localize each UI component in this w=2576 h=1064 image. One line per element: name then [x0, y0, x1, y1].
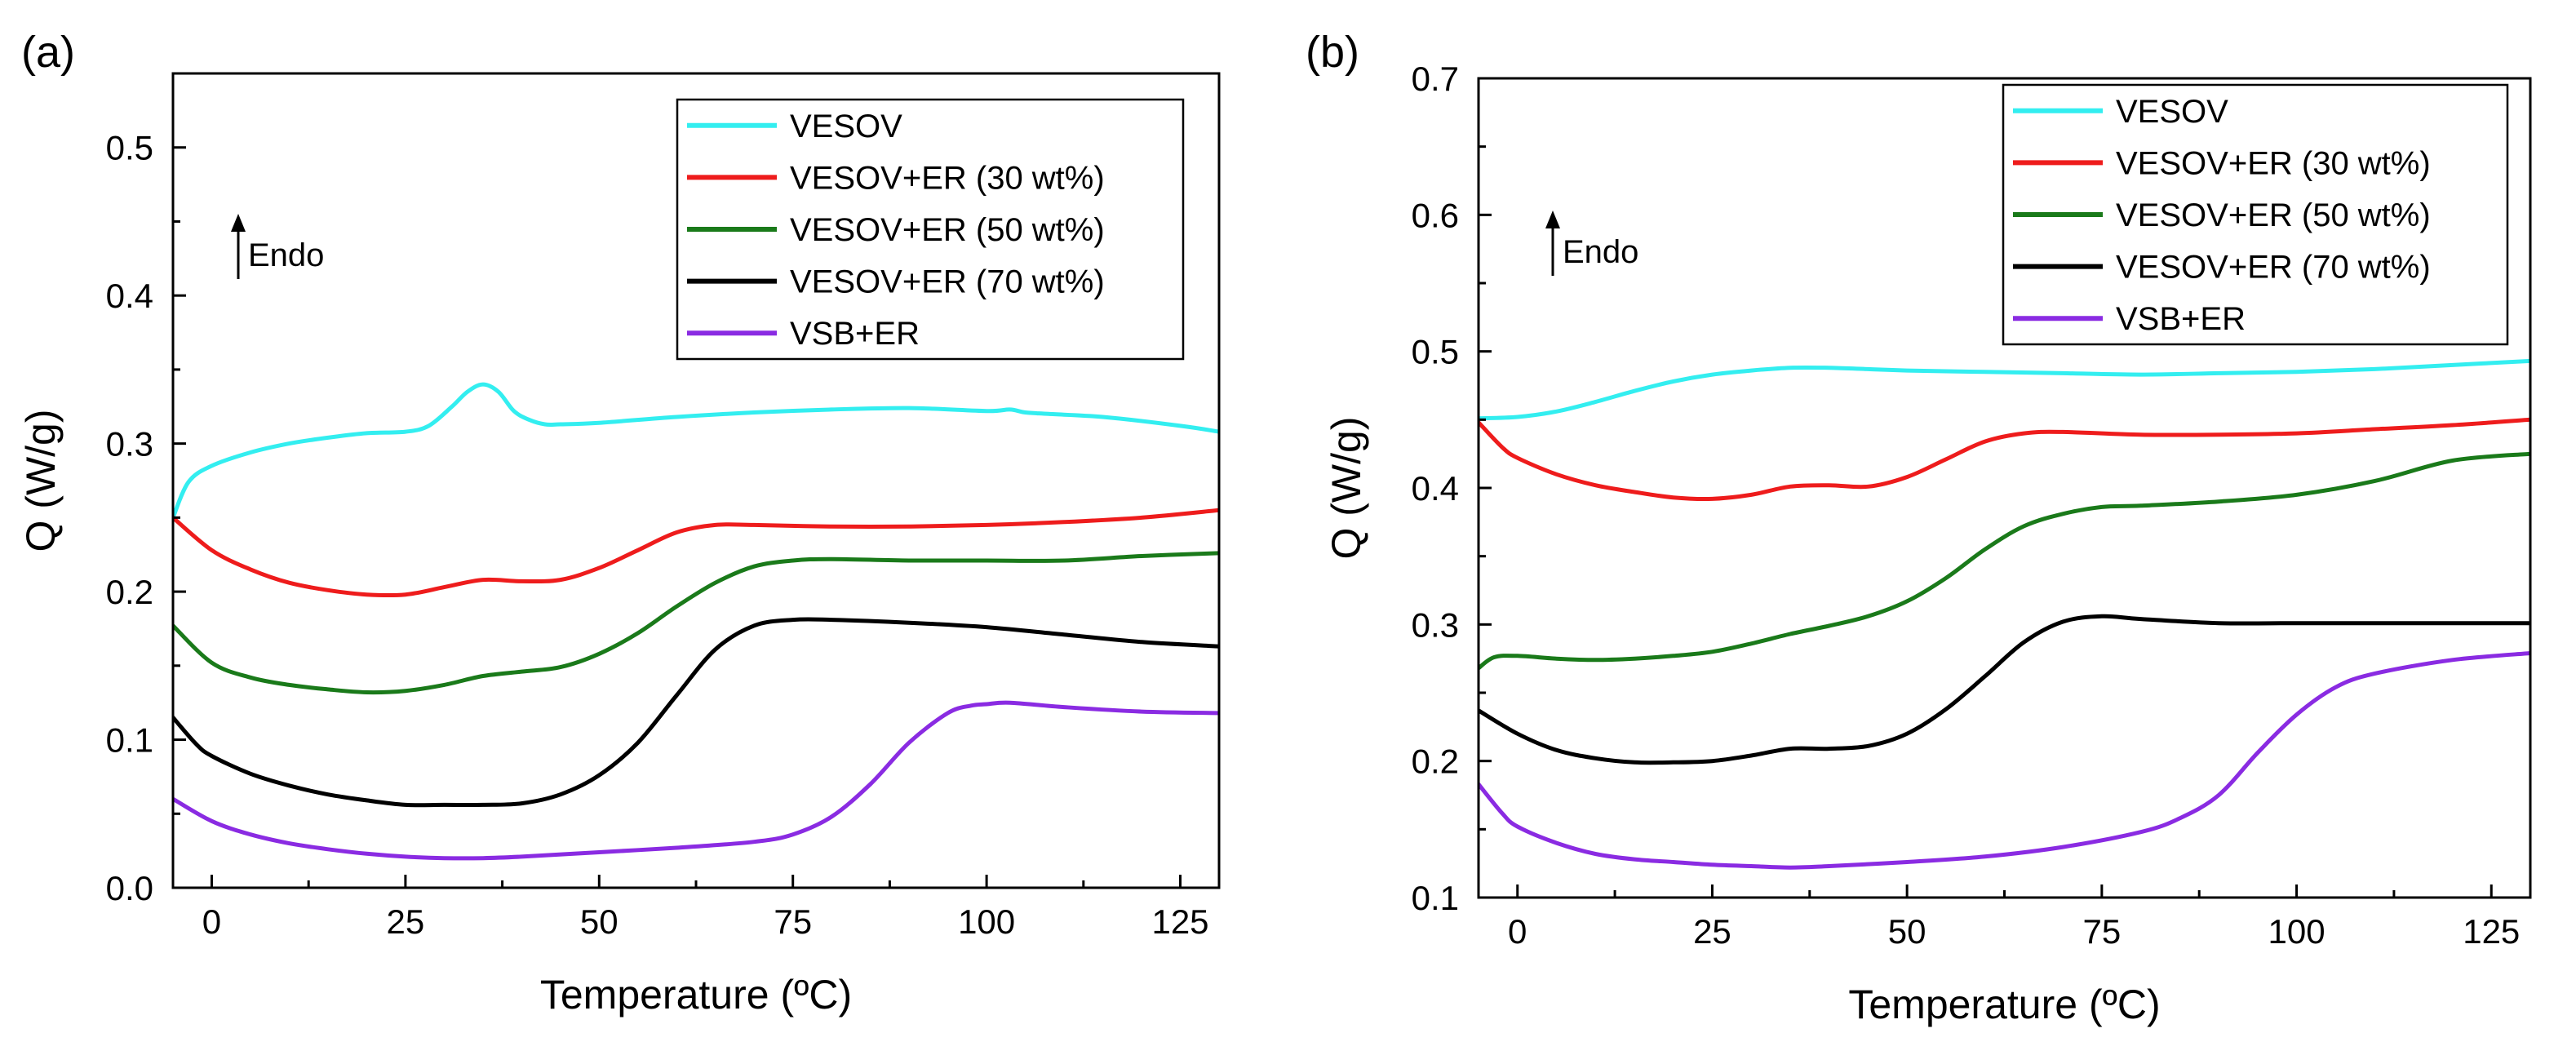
series-line-3 — [1479, 451, 2530, 671]
legend-label: VESOV+ER (50 wt%) — [790, 212, 1105, 248]
legend-item: VESOV+ER (30 wt%) — [2013, 145, 2431, 181]
legend-label: VESOV — [2116, 94, 2228, 130]
y-tick-label: 0.4 — [106, 277, 153, 315]
legend-item: VESOV — [687, 109, 902, 144]
series-line-5 — [173, 700, 1219, 861]
series-group — [1479, 358, 2530, 870]
series-line-2 — [173, 508, 1219, 598]
panel-label: (a) — [21, 28, 75, 77]
y-tick-label: 0.2 — [1412, 743, 1459, 781]
x-tick-label: 0 — [202, 902, 221, 941]
x-tick-label: 125 — [1151, 902, 1208, 941]
endo-label: Endo — [1563, 234, 1638, 270]
y-tick-label: 0.1 — [1412, 879, 1459, 917]
y-tick-label: 0.3 — [106, 425, 153, 463]
panel-a: (a) 0 25 50 75 100 125 0.0 0.1 0.2 0.3 0.4 0.5 Temper… — [18, 28, 1221, 1017]
x-tick-label: 100 — [958, 902, 1015, 941]
y-tick-label: 0.6 — [1412, 196, 1459, 234]
x-tick-label: 25 — [387, 902, 425, 941]
legend-item: VESOV+ER (70 wt%) — [687, 264, 1105, 300]
panel-label: (b) — [1306, 28, 1359, 77]
legend-item: VSB+ER — [2013, 301, 2246, 337]
y-tick-label: 0.1 — [106, 721, 153, 760]
series-line-3 — [173, 551, 1219, 695]
x-tick-label: 100 — [2268, 912, 2325, 951]
legend-label: VSB+ER — [2116, 301, 2246, 337]
y-tick-label: 0.7 — [1412, 60, 1459, 98]
legend-label: VESOV — [790, 109, 902, 144]
series-line-4 — [1479, 614, 2530, 765]
y-tick-label: 0.0 — [106, 869, 153, 907]
y-axis-label: Q (W/g) — [18, 410, 64, 552]
x-tick-label: 0 — [1508, 912, 1527, 951]
y-tick-label: 0.3 — [1412, 605, 1459, 644]
series-line-1 — [173, 382, 1219, 520]
x-tick-label: 50 — [580, 902, 619, 941]
series-line-2 — [1479, 417, 2530, 502]
legend-label: VESOV+ER (70 wt%) — [2116, 250, 2431, 286]
endo-arrow-head — [231, 214, 246, 232]
legend-item: VESOV+ER (70 wt%) — [2013, 250, 2431, 286]
series-line-5 — [1479, 651, 2530, 870]
legend-item: VESOV — [2013, 94, 2228, 130]
x-tick-label: 75 — [2082, 912, 2121, 951]
x-axis-label: Temperature (ºC) — [540, 972, 852, 1017]
legend-label: VESOV+ER (30 wt%) — [790, 160, 1105, 196]
y-tick-label: 0.5 — [1412, 333, 1459, 371]
y-axis-label: Q (W/g) — [1323, 417, 1369, 560]
legend: VESOV VESOV+ER (30 wt%) VESOV+ER (50 wt%) V… — [676, 98, 1185, 361]
series-group — [173, 382, 1219, 861]
legend: VESOV VESOV+ER (30 wt%) VESOV+ER (50 wt%) V… — [2002, 83, 2509, 346]
endo-label: Endo — [248, 237, 324, 273]
x-tick-label: 125 — [2463, 912, 2520, 951]
endo-annotation: Endo — [1545, 211, 1638, 276]
x-tick-label: 25 — [1693, 912, 1731, 951]
legend-label: VESOV+ER (30 wt%) — [2116, 145, 2431, 181]
series-line-4 — [173, 617, 1219, 808]
legend-item: VSB+ER — [687, 316, 920, 352]
x-tick-label: 50 — [1888, 912, 1926, 951]
legend-item: VESOV+ER (50 wt%) — [687, 212, 1105, 248]
y-tick-label: 0.4 — [1412, 469, 1459, 508]
legend-label: VESOV+ER (50 wt%) — [2116, 197, 2431, 233]
endo-arrow-head — [1545, 211, 1560, 228]
y-tick-label: 0.2 — [106, 573, 153, 611]
y-tick-label: 0.5 — [106, 129, 153, 167]
x-tick-label: 75 — [774, 902, 812, 941]
legend-label: VESOV+ER (70 wt%) — [790, 264, 1105, 300]
legend-item: VESOV+ER (50 wt%) — [2013, 197, 2431, 233]
series-line-1 — [1479, 358, 2530, 421]
x-axis-label: Temperature (ºC) — [1848, 982, 2160, 1027]
panel-b: (b) 0 25 50 75 100 125 0.1 0.2 0.3 0.4 0.5 0.6 0.7 Tem… — [1306, 28, 2532, 1027]
legend-item: VESOV+ER (30 wt%) — [687, 160, 1105, 196]
legend-label: VSB+ER — [790, 316, 920, 352]
endo-annotation: Endo — [231, 214, 324, 279]
